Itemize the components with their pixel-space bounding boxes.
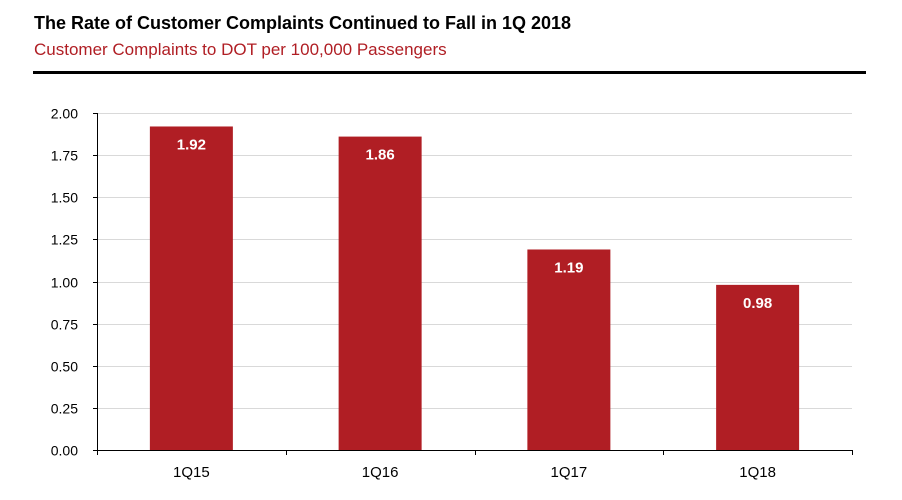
data-label: 1.19 <box>554 259 583 276</box>
bar-1q18 <box>716 284 800 450</box>
labels: 0.00 0.25 0.50 0.75 1.00 1.25 1.50 1.75 2.00 1.92… <box>51 106 776 482</box>
y-tick-label: 1.75 <box>51 148 78 164</box>
y-tick-label: 1.50 <box>51 190 78 206</box>
x-category-label: 1Q15 <box>173 464 210 481</box>
data-label: 1.92 <box>177 136 206 153</box>
bar-1q16 <box>338 136 422 450</box>
bar-1q15 <box>149 126 233 450</box>
data-label: 1.86 <box>366 147 395 164</box>
x-category-label: 1Q16 <box>362 464 399 481</box>
bar-1q17 <box>527 249 611 450</box>
y-tick-label: 1.00 <box>51 275 78 291</box>
title-divider <box>33 71 866 74</box>
y-tick-label: 0.25 <box>51 401 78 417</box>
x-category-label: 1Q18 <box>739 464 776 481</box>
bars <box>149 126 800 450</box>
y-tick-label: 1.25 <box>51 232 78 248</box>
data-label: 0.98 <box>743 295 772 312</box>
y-tick-label: 0.75 <box>51 317 78 333</box>
chart-title: The Rate of Customer Complaints Continue… <box>34 13 572 33</box>
y-tick-label: 0.50 <box>51 359 78 375</box>
y-tick-label: 2.00 <box>51 106 78 122</box>
axes <box>93 113 853 455</box>
y-tick-label: 0.00 <box>51 443 78 459</box>
x-category-label: 1Q17 <box>551 464 588 481</box>
chart-subtitle: Customer Complaints to DOT per 100,000 P… <box>34 40 447 59</box>
